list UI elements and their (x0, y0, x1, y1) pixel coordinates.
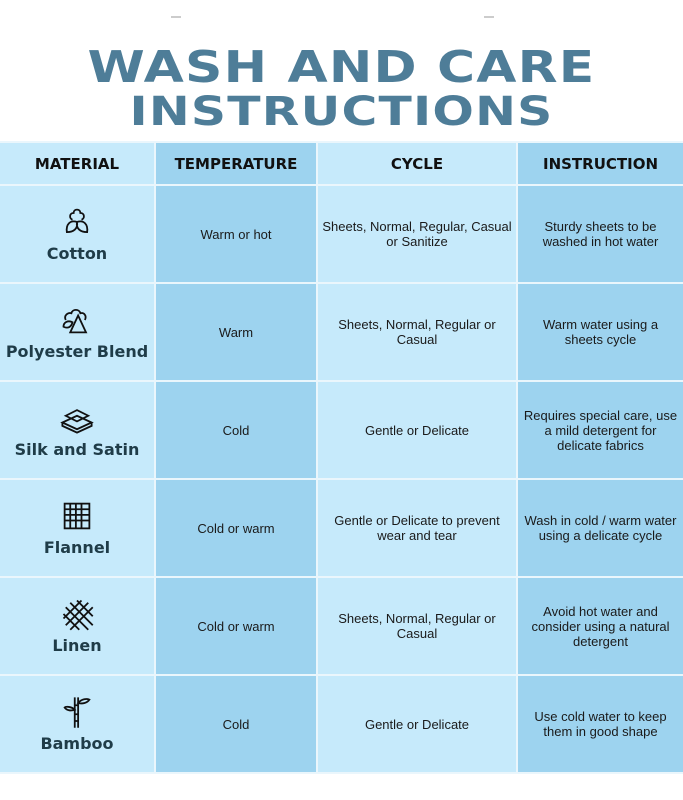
cycle-cell: Sheets, Normal, Regular, Casual or Sanit… (318, 186, 516, 282)
material-cell: Bamboo (0, 676, 154, 772)
instruction-cell: Sturdy sheets to be washed in hot water (518, 186, 683, 282)
cycle-cell: Gentle or Delicate to prevent wear and t… (318, 480, 516, 576)
material-name: Silk and Satin (14, 440, 140, 459)
header-temperature: TEMPERATURE (156, 143, 316, 184)
table-row: Silk and Satin Cold Gentle or Delicate R… (0, 382, 683, 478)
instruction-cell: Avoid hot water and consider using a nat… (518, 578, 683, 674)
bamboo-icon (63, 697, 91, 728)
header-material: MATERIAL (0, 143, 154, 184)
instruction-cell: Requires special care, use a mild deterg… (518, 382, 683, 478)
temperature-cell: Warm (156, 284, 316, 380)
temperature-cell: Cold (156, 676, 316, 772)
cycle-cell: Gentle or Delicate (318, 382, 516, 478)
instruction-cell: Warm water using a sheets cycle (518, 284, 683, 380)
table-row: Flannel Cold or warm Gentle or Delicate … (0, 480, 683, 576)
material-cell: Silk and Satin (0, 382, 154, 478)
material-name: Bamboo (40, 734, 114, 753)
material-name: Polyester Blend (5, 342, 149, 361)
table-row: Polyester Blend Warm Sheets, Normal, Reg… (0, 284, 683, 380)
material-cell: Flannel (0, 480, 154, 576)
decor-dash (484, 16, 494, 18)
material-name: Linen (52, 636, 102, 655)
folded-fabric-icon (60, 409, 94, 434)
material-name: Flannel (43, 538, 111, 557)
decor-dash (171, 16, 181, 18)
care-table: MATERIAL TEMPERATURE CYCLE INSTRUCTION C… (0, 141, 683, 774)
woven-fabric-icon (62, 599, 94, 631)
material-cell: Polyester Blend (0, 284, 154, 380)
temperature-cell: Cold (156, 382, 316, 478)
header-row: MATERIAL TEMPERATURE CYCLE INSTRUCTION (0, 143, 683, 184)
temperature-cell: Cold or warm (156, 480, 316, 576)
instruction-cell: Use cold water to keep them in good shap… (518, 676, 683, 772)
header-cycle: CYCLE (318, 143, 516, 184)
table-row: Linen Cold or warm Sheets, Normal, Regul… (0, 578, 683, 674)
polyester-icon (62, 308, 88, 334)
grid-fabric-icon (63, 502, 91, 530)
material-cell: Cotton (0, 186, 154, 282)
temperature-cell: Cold or warm (156, 578, 316, 674)
instruction-cell: Wash in cold / warm water using a delica… (518, 480, 683, 576)
cycle-cell: Sheets, Normal, Regular or Casual (318, 284, 516, 380)
title-line-2: INSTRUCTIONS (129, 89, 554, 135)
table-row: Bamboo Cold Gentle or Delicate Use cold … (0, 676, 683, 772)
cycle-cell: Sheets, Normal, Regular or Casual (318, 578, 516, 674)
header-instruction: INSTRUCTION (518, 143, 683, 184)
temperature-cell: Warm or hot (156, 186, 316, 282)
material-name: Cotton (46, 244, 108, 263)
cycle-cell: Gentle or Delicate (318, 676, 516, 772)
table-row: Cotton Warm or hot Sheets, Normal, Regul… (0, 186, 683, 282)
cotton-icon (65, 208, 89, 234)
material-cell: Linen (0, 578, 154, 674)
title-line-1: WASH AND CARE (87, 42, 596, 93)
